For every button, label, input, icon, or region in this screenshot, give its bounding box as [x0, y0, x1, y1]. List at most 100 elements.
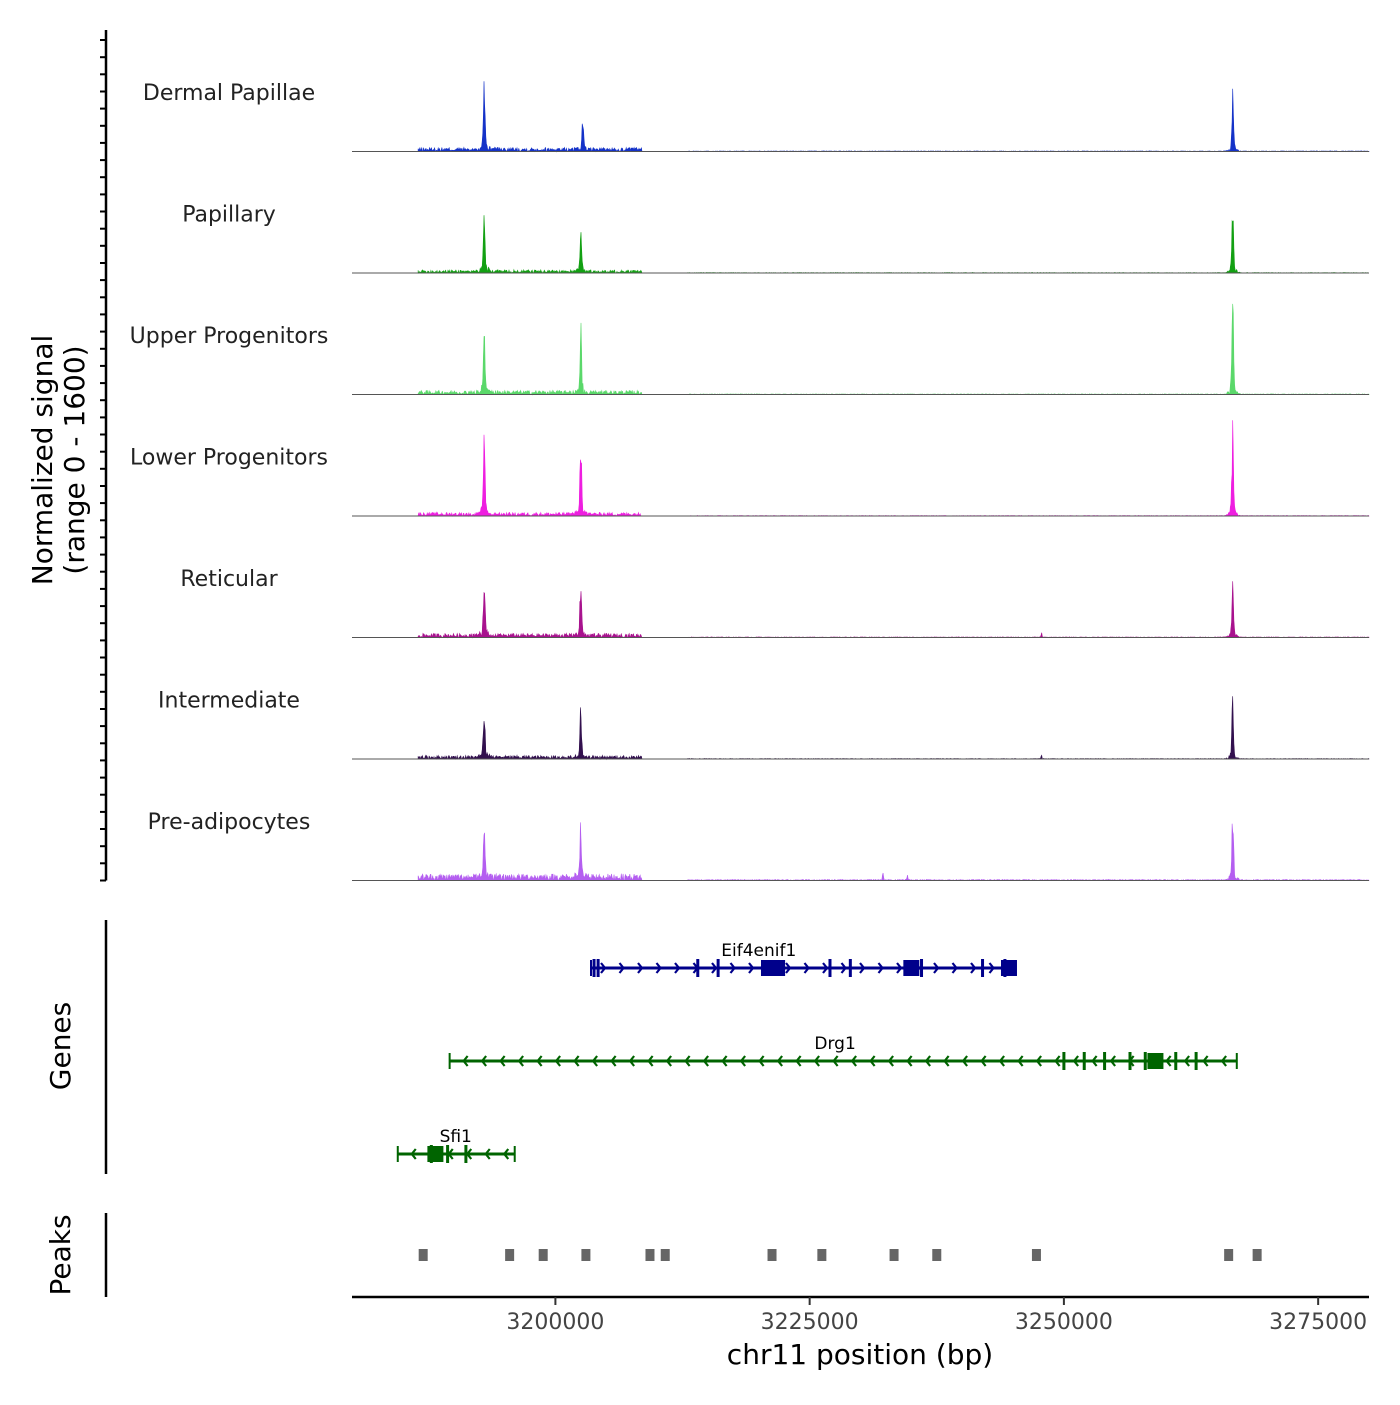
- gene-sfi1: Sfi1: [396, 1127, 516, 1163]
- strand-arrow: [739, 1055, 746, 1067]
- strand-arrow: [850, 1055, 857, 1067]
- strand-arrow: [1072, 1055, 1079, 1067]
- coverage-area: [417, 81, 1370, 153]
- strand-arrow: [961, 1055, 968, 1067]
- strand-arrow: [998, 1055, 1005, 1067]
- strand-arrow: [785, 962, 792, 974]
- strand-arrow: [499, 1055, 506, 1067]
- gene-label: Sfi1: [440, 1127, 472, 1147]
- coverage-area: [417, 581, 1370, 639]
- exon: [696, 959, 700, 977]
- track-pre-adipocytes: Pre-adipocytes: [148, 810, 1370, 882]
- coverage-area: [417, 696, 1370, 761]
- strand-arrow: [502, 1148, 510, 1160]
- strand-arrow: [573, 1055, 580, 1067]
- peak-region: [538, 1249, 548, 1261]
- exon: [596, 959, 600, 977]
- strand-arrow: [1165, 1055, 1172, 1067]
- peak-region: [817, 1249, 827, 1261]
- genes-track-title: Genes: [44, 1002, 77, 1090]
- strand-arrow: [887, 1055, 894, 1067]
- exon: [1103, 1052, 1107, 1070]
- strand-arrow: [951, 962, 958, 974]
- gene-label: Eif4enif1: [721, 941, 796, 961]
- exon: [592, 959, 596, 977]
- peak-region: [1224, 1249, 1234, 1261]
- peak-region: [660, 1249, 670, 1261]
- strand-arrow: [822, 962, 829, 974]
- strand-arrow: [869, 1055, 876, 1067]
- strand-arrow: [970, 962, 977, 974]
- strand-arrow: [832, 1055, 839, 1067]
- track-lower-progenitors: Lower Progenitors: [130, 420, 1370, 517]
- strand-arrow: [591, 1055, 598, 1067]
- gene-label: Drg1: [814, 1034, 855, 1054]
- track-dermal-papillae: Dermal Papillae: [143, 81, 1370, 153]
- strand-arrow: [480, 1055, 487, 1067]
- strand-arrow: [1220, 1055, 1227, 1067]
- exon: [1194, 1052, 1198, 1070]
- strand-arrow: [859, 962, 866, 974]
- coverage-area: [417, 822, 1370, 882]
- exon: [1143, 1052, 1147, 1070]
- track-intermediate: Intermediate: [158, 689, 1370, 761]
- exon: [1128, 1052, 1132, 1070]
- strand-arrow: [813, 1055, 820, 1067]
- strand-arrow: [721, 1055, 728, 1067]
- strand-arrow: [1054, 1055, 1061, 1067]
- strand-arrow: [410, 1148, 417, 1160]
- exon: [981, 959, 985, 977]
- strand-arrow: [665, 1055, 672, 1067]
- strand-arrow: [906, 1055, 913, 1067]
- strand-arrow: [711, 962, 718, 974]
- peak-region: [932, 1249, 942, 1261]
- strand-arrow: [1202, 1055, 1209, 1067]
- peak-region: [1252, 1249, 1262, 1261]
- strand-arrow: [795, 1055, 802, 1067]
- strand-arrow: [748, 962, 755, 974]
- coding-exon: [1147, 1053, 1164, 1069]
- strand-arrow: [924, 1055, 931, 1067]
- strand-arrow: [655, 962, 662, 974]
- strand-arrow: [1035, 1055, 1042, 1067]
- exon: [1082, 1052, 1086, 1070]
- coding-exon: [769, 960, 786, 976]
- strand-arrow: [628, 1055, 635, 1067]
- peak-region: [505, 1249, 515, 1261]
- coverage-area: [417, 420, 1370, 517]
- strand-arrow: [536, 1055, 543, 1067]
- track-label: Dermal Papillae: [143, 81, 315, 106]
- coverage-area: [417, 215, 1369, 274]
- x-axis-title: chr11 position (bp): [727, 1338, 993, 1371]
- track-upper-progenitors: Upper Progenitors: [130, 303, 1370, 396]
- x-tick-label: 3275000: [1269, 1310, 1367, 1335]
- strand-arrow: [943, 1055, 950, 1067]
- coding-exon: [1000, 960, 1017, 976]
- strand-arrow: [803, 962, 810, 974]
- peak-region: [767, 1249, 777, 1261]
- coding-exon: [427, 1146, 444, 1162]
- peak-region: [581, 1249, 591, 1261]
- strand-arrow: [840, 962, 847, 974]
- strand-arrow: [684, 1055, 691, 1067]
- strand-arrow: [600, 962, 607, 974]
- strand-arrow: [729, 962, 736, 974]
- strand-arrow: [462, 1055, 469, 1067]
- track-label: Upper Progenitors: [130, 324, 329, 349]
- track-label: Lower Progenitors: [130, 446, 328, 471]
- strand-arrow: [484, 1148, 491, 1160]
- peak-region: [1031, 1249, 1041, 1261]
- strand-arrow: [702, 1055, 709, 1067]
- strand-arrow: [554, 1055, 561, 1067]
- strand-arrow: [610, 1055, 617, 1067]
- track-reticular: Reticular: [180, 567, 1370, 639]
- strand-arrow: [758, 1055, 765, 1067]
- peak-region: [645, 1249, 655, 1261]
- exon: [828, 959, 832, 977]
- y-axis-title-line-1: Normalized signal: [26, 335, 59, 586]
- exon: [446, 1145, 450, 1163]
- strand-arrow: [647, 1055, 654, 1067]
- coverage-area: [417, 303, 1370, 396]
- track-label: Reticular: [180, 567, 278, 592]
